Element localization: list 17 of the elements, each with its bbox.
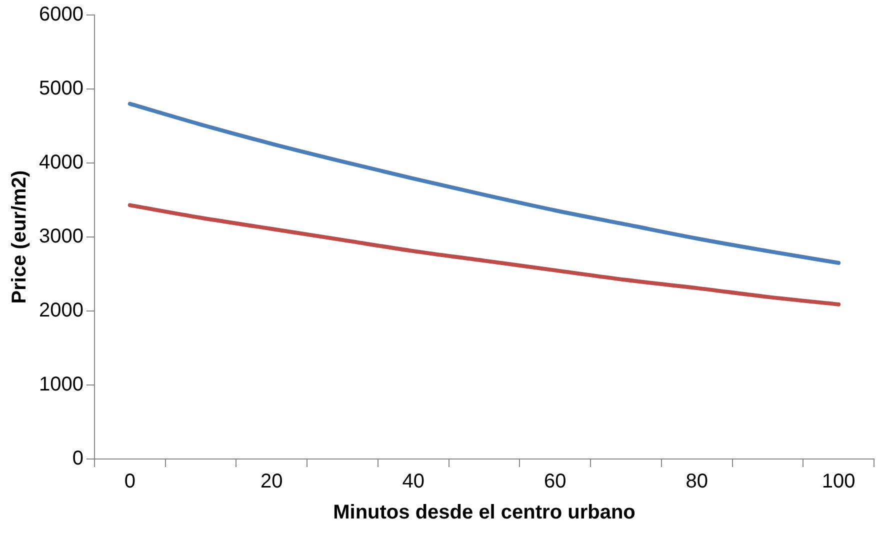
line-series (128, 203, 841, 306)
y-tick-label: 3000 (38, 226, 84, 248)
y-tick-label: 4000 (38, 152, 84, 174)
line-series (128, 102, 841, 265)
x-tick-label: 100 (822, 470, 856, 493)
x-tick-label: 80 (686, 470, 708, 493)
y-tick-label: 6000 (38, 4, 84, 26)
y-tick-label: 5000 (38, 78, 84, 100)
x-tick-label: 60 (544, 470, 566, 493)
x-tick-label: 0 (124, 470, 136, 493)
y-tick-label: 2000 (38, 300, 84, 322)
y-axis-title: Price (eur/m2) (8, 170, 31, 304)
x-tick-label: 40 (402, 470, 425, 493)
x-tick-label: 20 (260, 470, 283, 493)
y-tick-label: 0 (72, 448, 84, 470)
y-tick-label: 1000 (38, 374, 84, 396)
x-axis-title: Minutos desde el centro urbano (333, 502, 636, 524)
